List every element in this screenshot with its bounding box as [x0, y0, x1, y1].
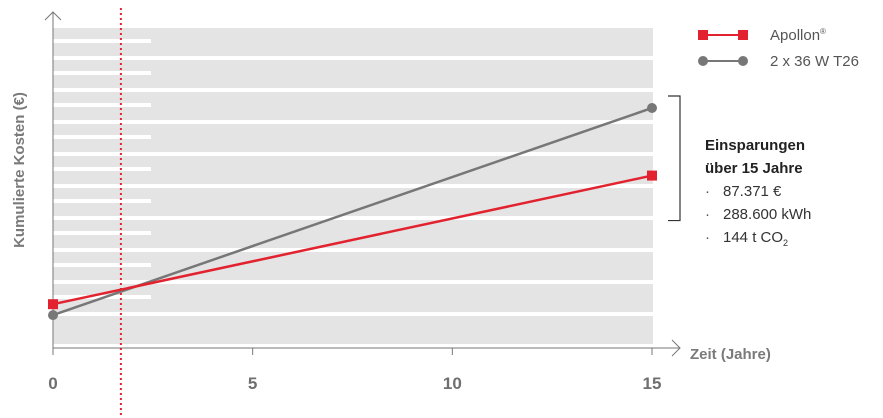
- legend-swatch-circle: [698, 54, 748, 68]
- series-line: [52, 106, 653, 317]
- legend-label-apollon: Apollon®: [770, 26, 826, 44]
- background-band: [53, 156, 653, 184]
- background-band: [53, 252, 653, 280]
- x-tick-label: 0: [48, 374, 57, 393]
- band-stripe: [53, 263, 151, 267]
- band-stripe: [53, 39, 151, 43]
- savings-item-cost: 87.371 €: [705, 180, 811, 203]
- data-point: [48, 310, 58, 321]
- savings-item-energy: 288.600 kWh: [705, 203, 811, 226]
- x-axis-title: Zeit (Jahre): [690, 346, 771, 363]
- background-band: [53, 220, 653, 248]
- band-stripe: [53, 135, 151, 139]
- x-tick-label: 15: [643, 374, 662, 393]
- legend: Apollon® 2 x 36 W T26: [698, 22, 859, 74]
- background-band: [53, 316, 653, 344]
- legend-swatch-square: [698, 28, 748, 42]
- band-stripe: [53, 103, 151, 107]
- x-axis-arrowhead: [671, 339, 681, 357]
- legend-label-t26: 2 x 36 W T26: [770, 52, 859, 70]
- band-stripe: [53, 71, 151, 75]
- x-tick-label: 10: [443, 374, 462, 393]
- data-point: [647, 103, 657, 113]
- data-point: [647, 170, 657, 181]
- savings-title-line1: Einsparungen: [705, 137, 806, 154]
- data-point: [48, 299, 58, 310]
- x-tick-label: 5: [248, 374, 257, 393]
- background-band: [53, 284, 653, 312]
- legend-item-t26: 2 x 36 W T26: [698, 48, 859, 74]
- y-axis-arrowhead: [44, 11, 62, 21]
- savings-list: 87.371 € 288.600 kWh 144 t CO2: [705, 180, 811, 255]
- background-band: [53, 60, 653, 88]
- series-layer: [48, 103, 657, 321]
- legend-item-apollon: Apollon®: [698, 22, 859, 48]
- background-band: [53, 28, 653, 56]
- background-band: [53, 92, 653, 120]
- background-band: [53, 124, 653, 152]
- savings-annotation: Einsparungen über 15 Jahre 87.371 € 288.…: [705, 134, 811, 255]
- savings-item-co2: 144 t CO2: [705, 226, 811, 255]
- y-axis-title: Kumulierte Kosten (€): [11, 92, 28, 248]
- savings-bracket: [668, 95, 681, 222]
- savings-title-line2: über 15 Jahre: [705, 160, 803, 177]
- band-stripe: [53, 199, 151, 203]
- band-stripe: [53, 231, 151, 235]
- band-stripe: [53, 167, 151, 171]
- series-line: [52, 174, 653, 306]
- x-ticks: 0 5 10 15: [48, 348, 661, 393]
- background-bands: [53, 28, 653, 344]
